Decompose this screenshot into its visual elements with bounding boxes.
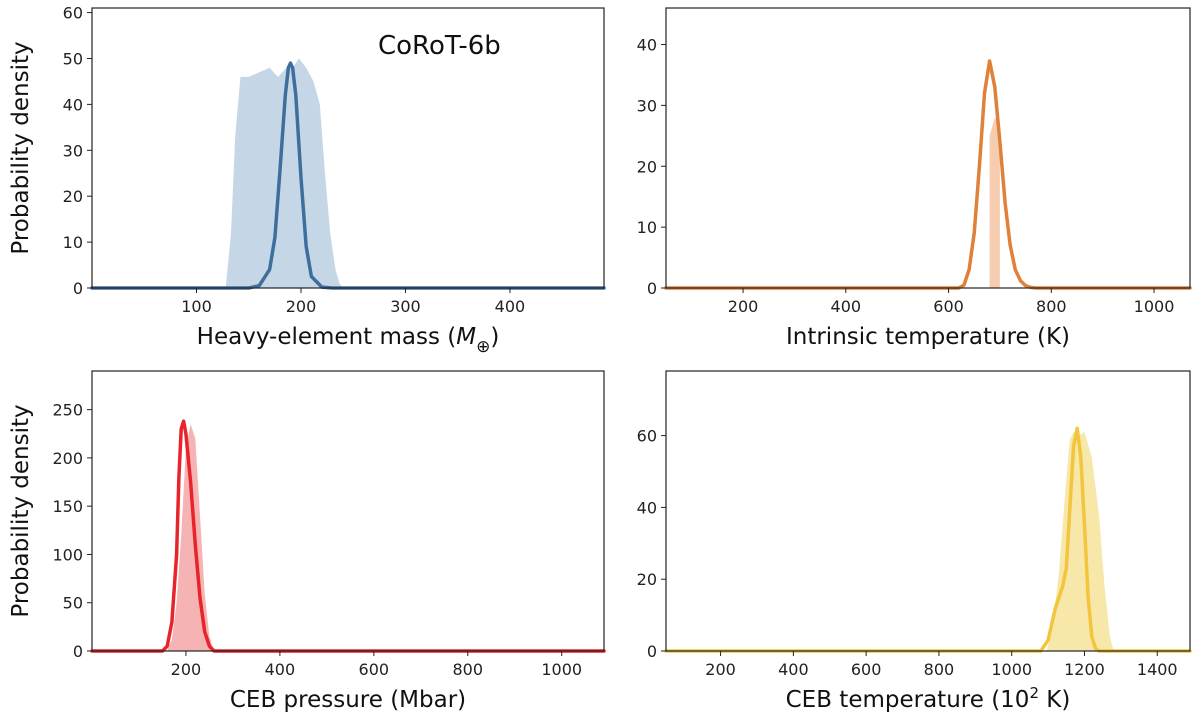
heavy-element-mass-x-axis-title: Heavy-element mass (M⊕)	[197, 324, 500, 357]
ceb-temperature-ytick-label: 20	[637, 570, 657, 589]
intrinsic-temperature-xtick-label: 800	[1036, 297, 1067, 316]
ceb-temperature-line-series	[664, 426, 1192, 653]
intrinsic-temperature-xtick-label: 200	[728, 297, 759, 316]
heavy-element-mass-y-axis-title: Probability density	[8, 41, 34, 254]
ceb-pressure-x-axis-title: CEB pressure (Mbar)	[230, 687, 466, 713]
intrinsic-temperature-xtick-label: 400	[831, 297, 862, 316]
heavy-element-mass-ytick-label: 20	[63, 187, 83, 206]
ceb-temperature-ytick-label: 60	[637, 427, 657, 446]
ceb-temperature-axes-frame	[665, 370, 1191, 652]
intrinsic-temperature-axes-frame	[665, 7, 1191, 289]
ceb-pressure-ytick-label: 250	[52, 401, 83, 420]
ceb-pressure-ytick-label: 50	[63, 594, 83, 613]
ceb-temperature-x-axis-title: CEB temperature (102 K)	[786, 684, 1071, 713]
intrinsic-temperature-ytick-label: 20	[637, 157, 657, 176]
heavy-element-mass-ytick-label: 10	[63, 233, 83, 252]
panel-heavy-element-mass: 100 200 300 400 0 10 20 30 40 50 60 Heavy-element m…	[8, 4, 606, 357]
heavy-element-mass-ytick-label: 30	[63, 141, 83, 160]
heavy-element-mass-xtick-label: 400	[495, 297, 526, 316]
panel-intrinsic-temperature: 200 400 600 800 1000 0 10 20 30 40 Intrinsic tempe…	[637, 7, 1192, 350]
heavy-element-mass-axes-frame	[91, 7, 605, 289]
ceb-pressure-xtick-label: 600	[359, 660, 390, 679]
ceb-pressure-xtick-label: 400	[265, 660, 296, 679]
intrinsic-temperature-ytick-label: 30	[637, 96, 657, 115]
heavy-element-mass-ytick-label: 0	[73, 279, 83, 298]
ceb-pressure-ytick-label: 100	[52, 545, 83, 564]
intrinsic-temperature-xtick-label: 1000	[1134, 297, 1175, 316]
heavy-element-mass-xtick-label: 200	[286, 297, 317, 316]
intrinsic-temperature-x-axis-title: Intrinsic temperature (K)	[786, 324, 1070, 350]
ceb-pressure-axes-frame	[91, 370, 605, 652]
figure-annotation-title: CoRoT-6b	[378, 31, 501, 61]
intrinsic-temperature-xtick-label: 600	[933, 297, 964, 316]
ceb-pressure-xtick-label: 200	[171, 660, 202, 679]
ceb-temperature-ytick-label: 0	[647, 642, 657, 661]
intrinsic-temperature-ytick-label: 10	[637, 218, 657, 237]
ceb-temperature-ytick-label: 40	[637, 498, 657, 517]
heavy-element-mass-ytick-label: 40	[63, 95, 83, 114]
ceb-pressure-ytick-label: 200	[52, 449, 83, 468]
intrinsic-temperature-ytick-label: 0	[647, 279, 657, 298]
panel-ceb-temperature: 200 400 600 800 1000 1200 1400 0 20 40 60 CEB tempe…	[637, 370, 1192, 713]
ceb-pressure-fill-area	[167, 424, 215, 651]
heavy-element-mass-ytick-label: 50	[63, 49, 83, 68]
ceb-temperature-xtick-label: 800	[924, 660, 955, 679]
heavy-element-mass-xtick-label: 100	[181, 297, 212, 316]
ceb-pressure-xtick-label: 800	[453, 660, 484, 679]
ceb-temperature-xtick-label: 400	[778, 660, 809, 679]
ceb-pressure-y-axis-title: Probability density	[8, 404, 34, 617]
ceb-temperature-fill-area	[1046, 432, 1114, 651]
ceb-temperature-xtick-label: 1000	[991, 660, 1032, 679]
heavy-element-mass-line-series	[90, 61, 606, 290]
intrinsic-temperature-ytick-label: 40	[637, 36, 657, 55]
heavy-element-mass-fill-area	[225, 58, 343, 288]
ceb-pressure-line-series	[90, 419, 606, 653]
ceb-temperature-xtick-label: 600	[851, 660, 882, 679]
panel-ceb-pressure: 200 400 600 800 1000 0 50 100 150 200 250 CEB press…	[8, 370, 606, 713]
ceb-temperature-xtick-label: 200	[705, 660, 736, 679]
intrinsic-temperature-fill-area	[989, 117, 1000, 288]
ceb-pressure-ytick-label: 0	[73, 642, 83, 661]
ceb-temperature-xtick-label: 1400	[1137, 660, 1178, 679]
ceb-temperature-xtick-label: 1200	[1064, 660, 1105, 679]
ceb-pressure-xtick-label: 1000	[541, 660, 582, 679]
ceb-pressure-ytick-label: 150	[52, 497, 83, 516]
intrinsic-temperature-line-series	[664, 59, 1192, 290]
heavy-element-mass-xtick-label: 300	[390, 297, 421, 316]
heavy-element-mass-ytick-label: 60	[63, 4, 83, 23]
